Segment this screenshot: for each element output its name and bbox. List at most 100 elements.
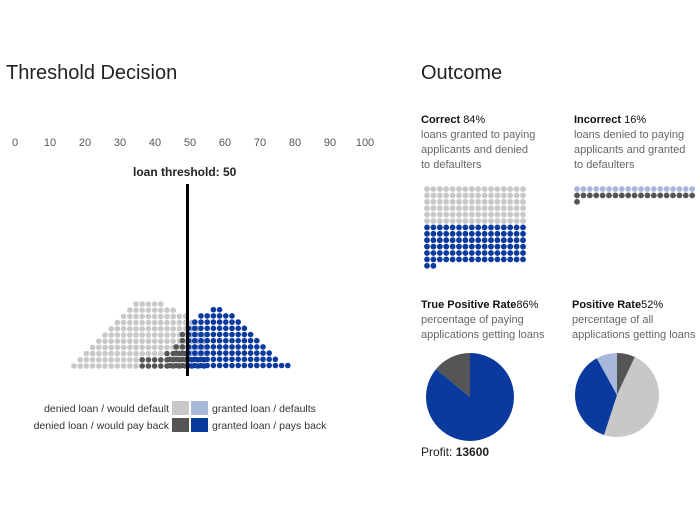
distribution-dot (235, 362, 241, 369)
outcome-dot (500, 250, 507, 256)
distribution-dot (71, 363, 77, 369)
outcome-dot (424, 186, 430, 192)
axis-tick: 30 (113, 137, 127, 149)
outcome-dot (481, 256, 488, 263)
threshold-slider-handle[interactable] (186, 184, 189, 376)
distribution-dot (158, 363, 164, 369)
distribution-dot (229, 313, 235, 319)
distribution-dot (247, 344, 254, 350)
distribution-dot (241, 331, 248, 338)
outcome-dot (475, 192, 482, 199)
outcome-dot (424, 243, 430, 250)
outcome-dot (449, 192, 456, 199)
outcome-dot (520, 205, 526, 212)
distribution-dot (127, 313, 133, 320)
distribution-dot (145, 307, 152, 314)
outcome-dot (475, 224, 482, 231)
outcome-dot (462, 192, 469, 199)
distribution-dot (204, 313, 210, 319)
distribution-dot (151, 301, 158, 307)
distribution-dot (83, 350, 90, 357)
outcome-dot (488, 230, 494, 237)
outcome-dot (468, 192, 475, 199)
legend-denied-pay-label: denied loan / would pay back (33, 420, 169, 432)
distribution-dot (223, 313, 229, 319)
distribution-dot (235, 331, 241, 338)
distribution-dot (253, 350, 260, 356)
outcome-dot (494, 186, 501, 192)
distribution-dot (158, 332, 164, 338)
axis-tick: 60 (218, 137, 232, 149)
tpr-desc-line: percentage of paying (421, 314, 524, 326)
outcome-dot (430, 205, 437, 212)
outcome-dot (574, 198, 580, 205)
outcome-dot (430, 192, 437, 199)
outcome-dot (650, 192, 657, 199)
outcome-dot (462, 186, 469, 192)
outcome-dot (443, 211, 450, 218)
legend-granted-default-label: granted loan / defaults (212, 403, 316, 415)
distribution-dot (139, 301, 145, 307)
pr-desc-line: applications getting loans (572, 329, 696, 341)
distribution-dot (120, 363, 127, 369)
outcome-dot (670, 186, 676, 192)
distribution-dot (210, 306, 217, 313)
distribution-dot (120, 313, 127, 320)
distribution-dot (170, 326, 176, 332)
outcome-dot (468, 243, 475, 250)
distribution-dot (127, 332, 133, 338)
outcome-dot (475, 237, 482, 244)
outcome-dot (500, 237, 507, 244)
distribution-dot (204, 350, 210, 356)
distribution-dot (229, 325, 235, 332)
tpr-label: True Positive Rate (421, 299, 517, 311)
outcome-dot (430, 211, 437, 218)
correct-desc-line: applicants and denied (421, 144, 529, 156)
legend-granted-pay-label: granted loan / pays back (212, 420, 327, 432)
outcome-dot (507, 230, 514, 237)
distribution-dot (173, 344, 179, 350)
outcome-dot (456, 192, 462, 199)
distribution-dot (198, 350, 204, 356)
outcome-dot (424, 230, 430, 237)
outcome-dot (468, 198, 475, 205)
distribution-dot (229, 362, 235, 369)
outcome-dot (580, 186, 587, 192)
outcome-dot (520, 224, 526, 231)
pie-slice (596, 353, 617, 395)
distribution-dot (176, 313, 183, 320)
distribution-dot (210, 350, 217, 356)
distribution-dot (139, 350, 145, 357)
distribution-dot (102, 363, 108, 369)
distribution-dot (192, 344, 198, 350)
outcome-dot (443, 205, 450, 212)
distribution-dot (151, 319, 158, 326)
distribution-dot (192, 356, 198, 363)
distribution-dot (102, 332, 108, 338)
distribution-dot (210, 331, 217, 338)
axis-tick: 40 (148, 137, 162, 149)
distribution-dot (158, 350, 164, 357)
outcome-dot (663, 192, 670, 199)
distribution-dot (223, 362, 229, 369)
correct-metric: Correct 84% loans granted to paying appl… (421, 114, 561, 173)
outcome-dot (436, 218, 443, 224)
outcome-dot (513, 256, 520, 263)
outcome-dot (468, 256, 475, 263)
outcome-dot (475, 256, 482, 263)
outcome-dot (494, 224, 501, 231)
distribution-dot (260, 356, 266, 363)
outcome-dot (481, 224, 488, 231)
distribution-dot (114, 357, 121, 363)
distribution-dot (127, 319, 133, 326)
distribution-dot (235, 325, 241, 332)
outcome-dot (462, 243, 469, 250)
distribution-dot (145, 319, 152, 326)
outcome-dot (682, 192, 689, 199)
outcome-dot (494, 243, 501, 250)
outcome-dot (443, 243, 450, 250)
outcome-dot (631, 192, 638, 199)
outcome-dot (494, 211, 501, 218)
distribution-dot (145, 350, 152, 357)
distribution-dot (179, 331, 186, 338)
